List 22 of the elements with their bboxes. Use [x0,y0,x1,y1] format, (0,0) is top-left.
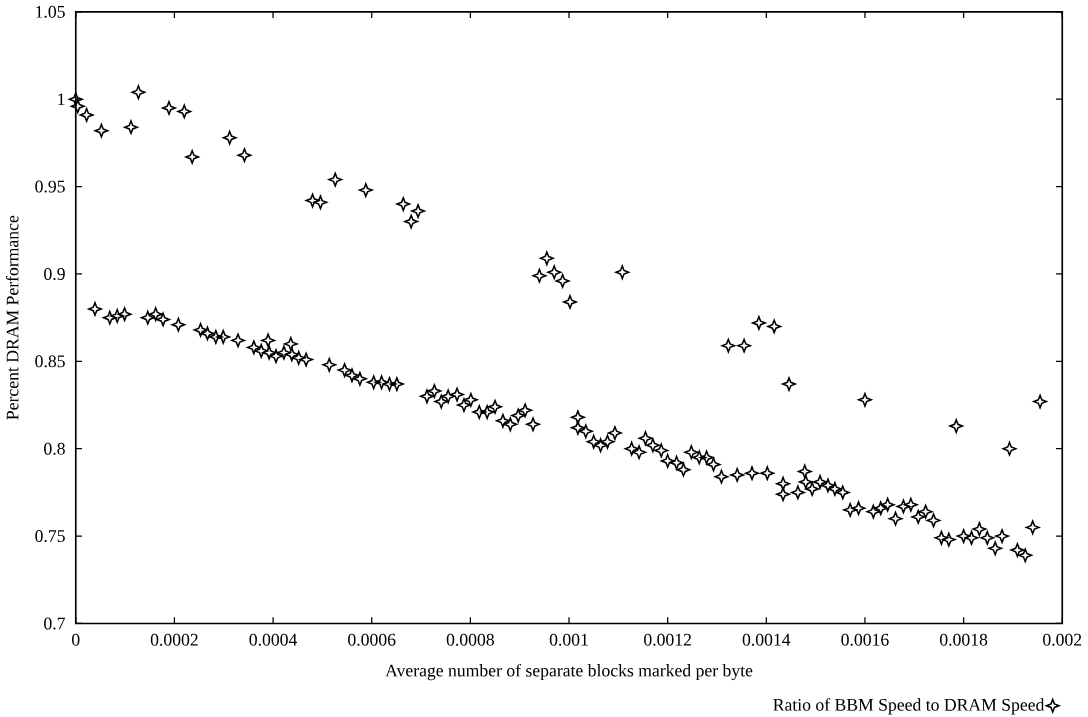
x-tick-label: 0.001 [549,633,588,646]
y-tick-label: 0.95 [35,180,65,193]
x-axis-title: Average number of separate blocks marked per byte [385,663,753,680]
y-tick-label: 0.85 [35,355,65,368]
x-tick-label: 0.0012 [644,633,691,646]
y-tick-label: 1.05 [36,5,65,18]
y-tick-label: 0.8 [44,442,65,455]
y-tick-label: 0.75 [35,529,65,542]
x-tick-label: 0.0018 [940,633,988,646]
y-tick-label: 1 [58,93,65,105]
x-tick-label: 0 [72,633,80,646]
x-tick-label: 0.0004 [249,633,298,646]
x-tick-label: 0.0016 [841,633,889,646]
x-tick-label: 0.0006 [348,633,396,646]
x-tick-label: 0.0014 [742,633,791,646]
x-tick-label: 0.0002 [150,633,198,646]
y-tick-label: 0.7 [44,617,66,630]
y-axis-title: Percent DRAM Performance [5,215,19,420]
y-tick-label: 0.9 [44,267,65,280]
x-tick-label: 0.0008 [446,633,494,646]
legend-label: Ratio of BBM Speed to DRAM Speed [773,697,1045,715]
x-tick-label: 0.002 [1043,633,1082,646]
